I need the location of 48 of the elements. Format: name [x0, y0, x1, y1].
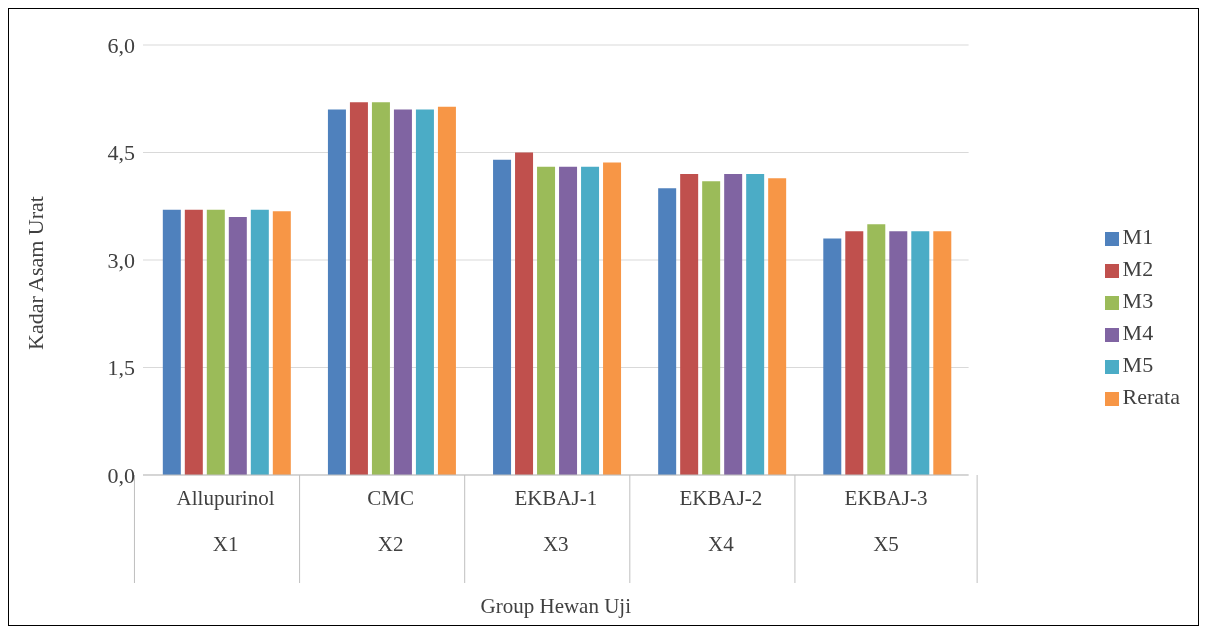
- bar: [559, 166, 578, 475]
- bar: [581, 166, 600, 475]
- bar: [437, 106, 456, 475]
- x-tick-label: EKBAJ-3 X5: [844, 486, 928, 556]
- bar: [515, 152, 534, 475]
- x-tick-label: EKBAJ-2 X4: [679, 486, 763, 556]
- y-tick-label: 3,0: [107, 247, 135, 273]
- x-axis-title: Group Hewan Uji: [480, 594, 632, 618]
- y-tick-label: 1,5: [107, 355, 135, 381]
- x-tick-label: EKBAJ-1 X3: [514, 486, 598, 556]
- bar: [162, 209, 181, 475]
- bar: [867, 224, 886, 475]
- bar: [724, 174, 743, 475]
- bar: [250, 209, 269, 475]
- y-tick-label: 0,0: [107, 462, 135, 488]
- bar: [349, 102, 368, 475]
- bar: [845, 231, 864, 475]
- bar: [327, 109, 346, 475]
- y-tick-label: 6,0: [107, 32, 135, 58]
- legend-label: M5: [1122, 352, 1154, 377]
- bar: [206, 209, 225, 475]
- legend-label: Rerata: [1122, 384, 1180, 409]
- bar: [415, 109, 434, 475]
- bar: [393, 109, 412, 475]
- x-tick-label: CMC X2: [367, 486, 415, 556]
- bar: [537, 166, 556, 475]
- bar: [658, 188, 677, 475]
- bar: [371, 102, 390, 475]
- x-tick-label: Allupurinol X1: [176, 486, 275, 556]
- bar: [680, 174, 699, 475]
- bar: [823, 238, 842, 475]
- legend-label: M2: [1122, 256, 1154, 281]
- bar: [184, 209, 203, 475]
- legend-label: M4: [1122, 320, 1154, 345]
- bar: [911, 231, 930, 475]
- y-axis-title: Kadar Asam Urat: [22, 196, 48, 350]
- legend-label: M1: [1122, 224, 1154, 249]
- bar: [493, 159, 512, 475]
- bar: [768, 178, 787, 475]
- bar: [933, 231, 952, 475]
- y-tick-label: 4,5: [107, 140, 135, 166]
- bar: [228, 217, 247, 475]
- bar: [746, 174, 765, 475]
- legend-label: M3: [1122, 288, 1154, 313]
- bar: [272, 211, 291, 475]
- bar: [603, 162, 622, 475]
- bar: [889, 231, 908, 475]
- bar: [702, 181, 721, 475]
